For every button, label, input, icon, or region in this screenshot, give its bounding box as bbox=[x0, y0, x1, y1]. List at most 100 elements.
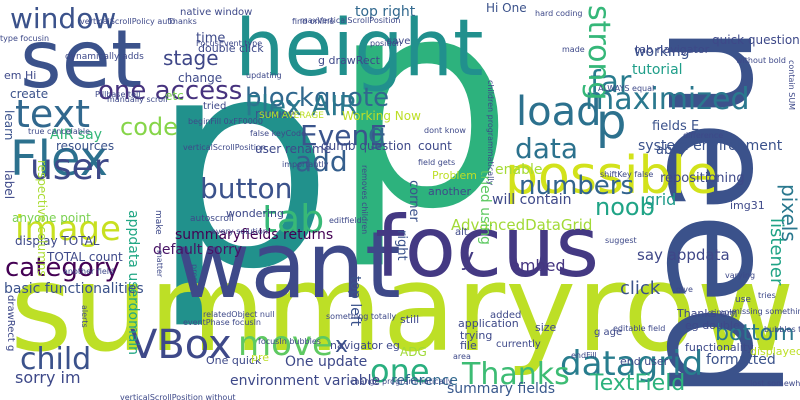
word-formatted: formatted bbox=[706, 352, 776, 368]
word-p: p bbox=[596, 94, 627, 150]
word-currently: currently bbox=[496, 339, 541, 350]
word-summary-fields: summary fields bbox=[447, 381, 556, 397]
word-removes-children: removes children bbox=[360, 165, 369, 235]
word-click: click bbox=[620, 278, 661, 299]
word-window: window bbox=[10, 2, 117, 35]
word-will-contain: will contain bbox=[492, 192, 572, 208]
word-change-programmatically: change programmatically bbox=[350, 377, 453, 386]
word-set: set bbox=[20, 13, 143, 106]
word-editfield: editfield bbox=[329, 216, 362, 225]
word-datagrid: datagrid bbox=[560, 344, 704, 384]
word-maxverticalscrollposition: maxVerticalScrollPosition bbox=[300, 16, 401, 25]
word-application: application bbox=[458, 317, 519, 330]
word-something-totally: something totally bbox=[326, 312, 397, 321]
word-working-now: Working Now bbox=[342, 109, 421, 123]
word-default-sorry: default sorry bbox=[153, 242, 243, 258]
word-grid: grid bbox=[645, 190, 677, 209]
word-user-rename: user rename bbox=[255, 142, 332, 156]
word-vbox: VBox bbox=[130, 322, 232, 368]
word-data: data bbox=[515, 132, 579, 165]
word-sum-average: SUM AVERAGE bbox=[259, 111, 324, 121]
word-user: user bbox=[30, 147, 109, 188]
word-height: height bbox=[235, 4, 484, 94]
word-find-online: find online bbox=[292, 17, 335, 26]
word-blockquote: blockquote bbox=[245, 83, 390, 113]
word-type-focusin: type focusin bbox=[0, 34, 50, 43]
word-g: g bbox=[368, 117, 386, 150]
word-p: p bbox=[150, 0, 335, 333]
word-double-click: double click bbox=[198, 42, 264, 55]
word-tab: tab bbox=[262, 197, 325, 241]
word-create: create bbox=[10, 87, 49, 101]
word-beginfill-0xff0000: beginFill 0xFF0000 bbox=[188, 117, 263, 126]
word-summaryfields-returns: summaryfields returns bbox=[175, 227, 334, 243]
word-navigator-eg: navigator eg bbox=[330, 339, 400, 352]
word-g-age: g age bbox=[594, 327, 623, 338]
word-verticalscrollpolicy-auto: verticalScrollPolicy auto bbox=[80, 17, 176, 26]
word-embed: embed bbox=[510, 256, 566, 275]
word-make: make bbox=[153, 210, 163, 235]
word-dynamically-adds: dynamically adds bbox=[65, 52, 144, 62]
word-pillbase-tell: Pillbase tell bbox=[95, 90, 141, 99]
word-fields-e: fields E bbox=[652, 119, 700, 134]
word-hi-one: Hi One bbox=[486, 1, 527, 15]
word-file: file bbox=[460, 339, 477, 352]
word-thanks-em: Thanks em bbox=[677, 307, 738, 320]
word-lost-somewhere: lost somewhere bbox=[750, 379, 800, 388]
word-dumb-question: dumb question bbox=[321, 139, 412, 153]
word-far: far bbox=[590, 65, 632, 100]
word-verticalscrollposition: verticalScrollPosition bbox=[183, 143, 266, 152]
word-etc: etc bbox=[165, 89, 184, 103]
word-difference: difference bbox=[683, 131, 724, 140]
word-say-appdata: say appdata bbox=[637, 246, 730, 264]
word-shiftkey-false: shiftKey false bbox=[600, 170, 654, 179]
word-updating: updating bbox=[246, 71, 282, 80]
word-missing-something: missing something bbox=[732, 307, 800, 316]
word-suggest: suggest bbox=[605, 236, 637, 245]
word-pre: pre bbox=[251, 351, 270, 364]
word-stage: stage bbox=[163, 46, 219, 70]
word-thanks: Thanks bbox=[168, 17, 197, 26]
word-editable-field: editable field bbox=[613, 324, 666, 333]
word-field-gets: field gets bbox=[418, 158, 456, 167]
word-focusin-bubbles: focusIn bubbles bbox=[258, 337, 321, 346]
word-tutorial: tutorial bbox=[632, 62, 683, 78]
word-button: button bbox=[200, 172, 293, 205]
word-adg: ADG bbox=[400, 345, 427, 359]
word-one: one bbox=[370, 352, 430, 390]
word-endfill: endFill bbox=[571, 351, 597, 360]
word-working: working bbox=[634, 44, 690, 60]
word-learn: learn bbox=[2, 110, 16, 141]
word-child: child bbox=[20, 342, 92, 377]
word-autoscroll: autoscroll bbox=[190, 214, 234, 224]
word-enable: enable bbox=[495, 162, 543, 178]
word-code: code bbox=[120, 113, 178, 141]
word-verticalscrollposition-without: verticalScrollPosition without bbox=[120, 393, 236, 400]
word-relatedobject-null: relatedObject null bbox=[203, 310, 275, 319]
word-press: press bbox=[190, 264, 199, 286]
word-dont-know: dont know bbox=[424, 126, 466, 135]
word-size: size bbox=[535, 321, 557, 334]
word-manually-scroll: manually scroll bbox=[107, 95, 168, 104]
word-em-hi: em Hi bbox=[4, 69, 37, 82]
word-one-update: One update bbox=[285, 354, 368, 370]
word-time: time bbox=[196, 31, 226, 46]
word-x: x bbox=[335, 333, 349, 358]
word-position: position bbox=[370, 39, 402, 48]
word-count: count bbox=[418, 139, 452, 153]
word-img31: img31 bbox=[730, 199, 765, 212]
word-another: another bbox=[428, 185, 472, 198]
word-problem: Problem bbox=[432, 169, 477, 182]
word-tab-navigator: tab navigator bbox=[635, 43, 710, 56]
word-save: save bbox=[387, 36, 411, 47]
word-listener: listener bbox=[766, 218, 787, 286]
word-top-right: top right bbox=[355, 4, 416, 20]
word-able: able bbox=[656, 143, 684, 158]
word-noob: noob bbox=[595, 193, 655, 221]
word-made: made bbox=[562, 45, 585, 54]
word-focusevent-type: FocusEvent type bbox=[196, 39, 263, 48]
word-quick-question: quick question bbox=[712, 33, 800, 47]
word-category: category bbox=[5, 253, 120, 283]
word-use: use bbox=[735, 295, 751, 305]
